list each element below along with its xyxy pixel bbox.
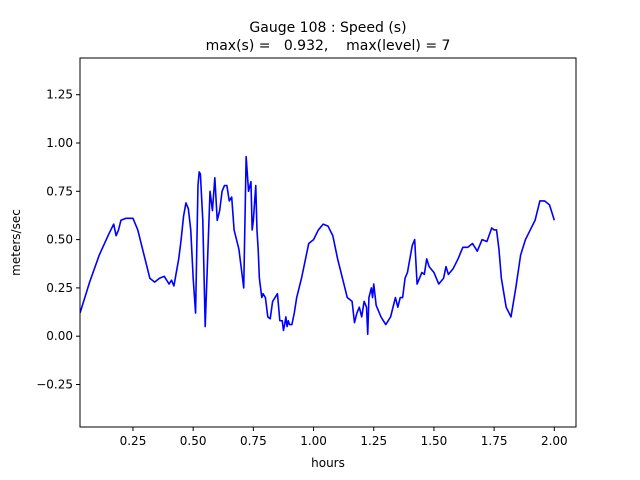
x-tick-label: 1.25	[360, 434, 387, 448]
y-tick-label: 0.50	[46, 233, 73, 247]
x-tick-label: 1.50	[421, 434, 448, 448]
x-tick-label: 0.50	[180, 434, 207, 448]
x-tick-label: 1.00	[300, 434, 327, 448]
y-tick-label: 1.25	[46, 88, 73, 102]
plot-area	[80, 155, 556, 336]
series-line-0	[80, 155, 556, 336]
x-tick-label: 0.25	[120, 434, 147, 448]
y-tick-label: 0.25	[46, 281, 73, 295]
y-tick-label: 1.00	[46, 136, 73, 150]
y-tick-label: −0.25	[36, 377, 73, 391]
x-tick-label: 1.75	[481, 434, 508, 448]
chart-subtitle: max(s) = 0.932, max(level) = 7	[206, 38, 451, 54]
y-tick-label: 0.00	[46, 329, 73, 343]
chart-title: Gauge 108 : Speed (s)	[249, 20, 406, 36]
x-tick-label: 0.75	[240, 434, 267, 448]
y-axis-label: meters/sec	[9, 209, 23, 276]
x-tick-label: 2.00	[541, 434, 568, 448]
axes-frame	[79, 57, 577, 428]
y-tick-label: 0.75	[46, 184, 73, 198]
axis-ticks: 0.25 0.50 0.75 1.00 1.25 1.50 1.75 2.00 −0.25 0.0…	[36, 88, 567, 448]
x-axis-label: hours	[311, 456, 345, 470]
